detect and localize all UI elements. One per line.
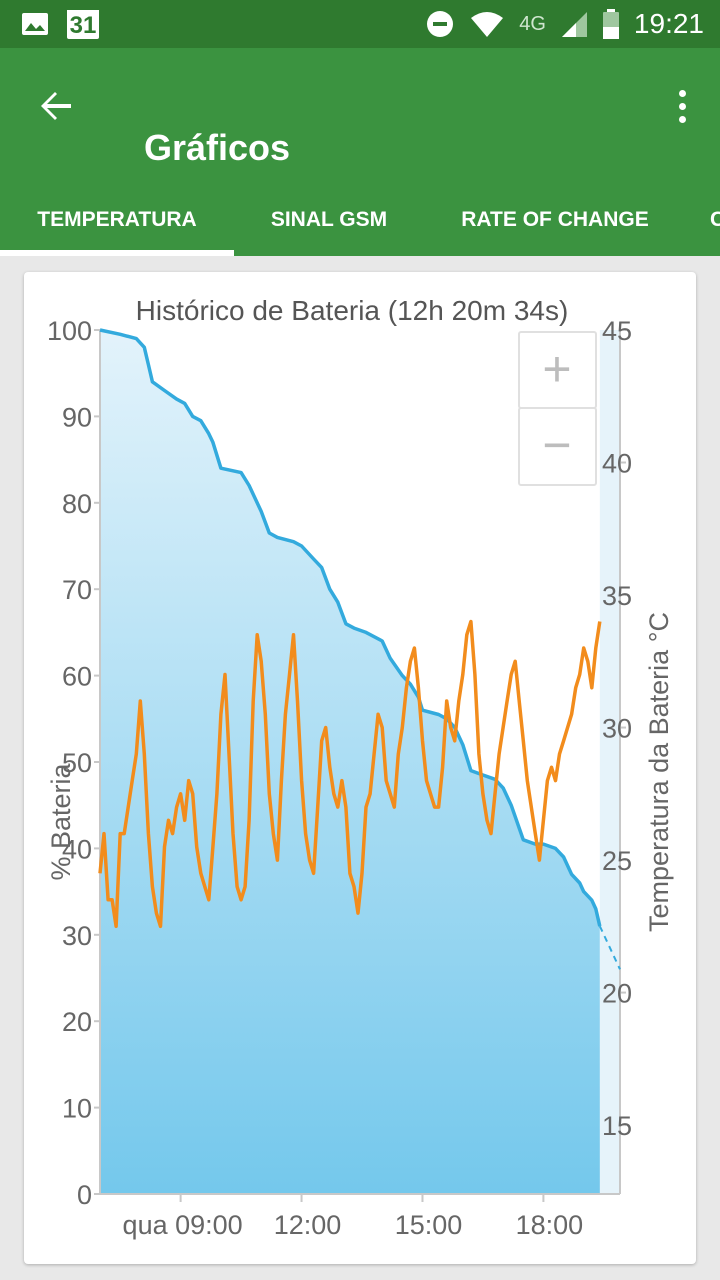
back-button[interactable] — [26, 78, 86, 134]
y2-axis-label: Temperatura da Bateria °C — [644, 612, 674, 932]
calendar-day: 31 — [69, 12, 97, 39]
tab-bar: TEMPERATURA SINAL GSM RATE OF CHANGE C — [0, 184, 720, 256]
battery-area — [100, 330, 600, 1194]
x-tick-label: 15:00 — [395, 1210, 463, 1240]
zoom-out-label: − — [542, 417, 571, 473]
x-tick-label: 18:00 — [516, 1210, 584, 1240]
y2-tick-label: 30 — [602, 714, 632, 744]
tab-indicator — [0, 250, 234, 256]
tab-label: TEMPERATURA — [37, 208, 197, 231]
y2-tick-label: 15 — [602, 1111, 632, 1141]
y-tick-label: 10 — [62, 1094, 92, 1124]
arrow-back-icon — [41, 92, 71, 120]
more-vert-icon-dot — [678, 89, 686, 97]
tab-rate-of-change[interactable]: RATE OF CHANGE — [424, 184, 686, 256]
more-vert-icon-dot — [678, 115, 686, 123]
zoom-in-label: + — [542, 341, 571, 397]
do-not-disturb-icon — [427, 11, 454, 37]
zoom-out-button[interactable] — [518, 407, 597, 486]
app-bar: Gráficos TEMPERATURA SINAL GSM RATE OF C… — [0, 48, 720, 256]
image-icon — [22, 13, 48, 35]
chart-title: Histórico de Bateria (12h 20m 34s) — [136, 295, 569, 326]
tab-temperatura[interactable]: TEMPERATURA — [0, 184, 234, 256]
status-bar-right: 4G 19:21 — [425, 8, 704, 40]
tab-sinal-gsm[interactable]: SINAL GSM — [234, 184, 424, 256]
page-title: Gráficos — [144, 127, 291, 168]
y-tick-label: 100 — [47, 316, 92, 346]
x-tick-label: 12:00 — [274, 1210, 342, 1240]
temperature-line — [98, 619, 602, 929]
chart-card: 0 10 20 30 40 50 60 70 80 90 100 15 20 25 30 35 40 45 qua … — [24, 272, 696, 1264]
tab-label: C — [710, 208, 720, 231]
network-type: 4G — [519, 12, 546, 35]
y2-tick-label: 45 — [602, 316, 632, 346]
battery-history-chart[interactable]: 0 10 20 30 40 50 60 70 80 90 100 15 20 25 30 35 40 45 qua … — [24, 272, 696, 1264]
status-bar-left: 31 — [20, 8, 100, 40]
battery-icon — [602, 9, 619, 39]
clock: 19:21 — [633, 8, 704, 39]
y-tick-label: 50 — [62, 748, 92, 778]
y-tick-label: 30 — [62, 921, 92, 951]
signal-icon — [561, 12, 587, 37]
calendar-icon: 31 — [66, 8, 100, 40]
y-tick-label: 40 — [62, 834, 92, 864]
y-tick-label: 80 — [62, 489, 92, 519]
x-tick-label: qua 09:00 — [123, 1210, 243, 1240]
battery-projection-line — [598, 925, 621, 970]
projection-area — [599, 330, 620, 1194]
tab-label: RATE OF CHANGE — [461, 208, 649, 231]
tab-label: SINAL GSM — [270, 208, 388, 231]
tab-next-partial[interactable]: C — [710, 184, 720, 256]
y2-tick-label: 40 — [602, 449, 632, 479]
y-tick-label: 0 — [77, 1180, 92, 1210]
y-tick-label: 60 — [62, 662, 92, 692]
wifi-icon — [471, 12, 504, 37]
y-tick-label: 20 — [62, 1007, 92, 1037]
y2-tick-label: 35 — [602, 581, 632, 611]
zoom-controls: + − — [518, 331, 597, 486]
status-bar: 31 4G 19:21 — [0, 0, 720, 48]
y2-tick-label: 20 — [602, 979, 632, 1009]
y-axis-label: % Bateria — [46, 762, 76, 880]
y2-tick-label: 25 — [602, 846, 632, 876]
y-tick-label: 70 — [62, 575, 92, 605]
more-vert-icon-dot — [678, 102, 686, 110]
more-options-button[interactable] — [668, 82, 696, 130]
y-tick-label: 90 — [62, 402, 92, 432]
